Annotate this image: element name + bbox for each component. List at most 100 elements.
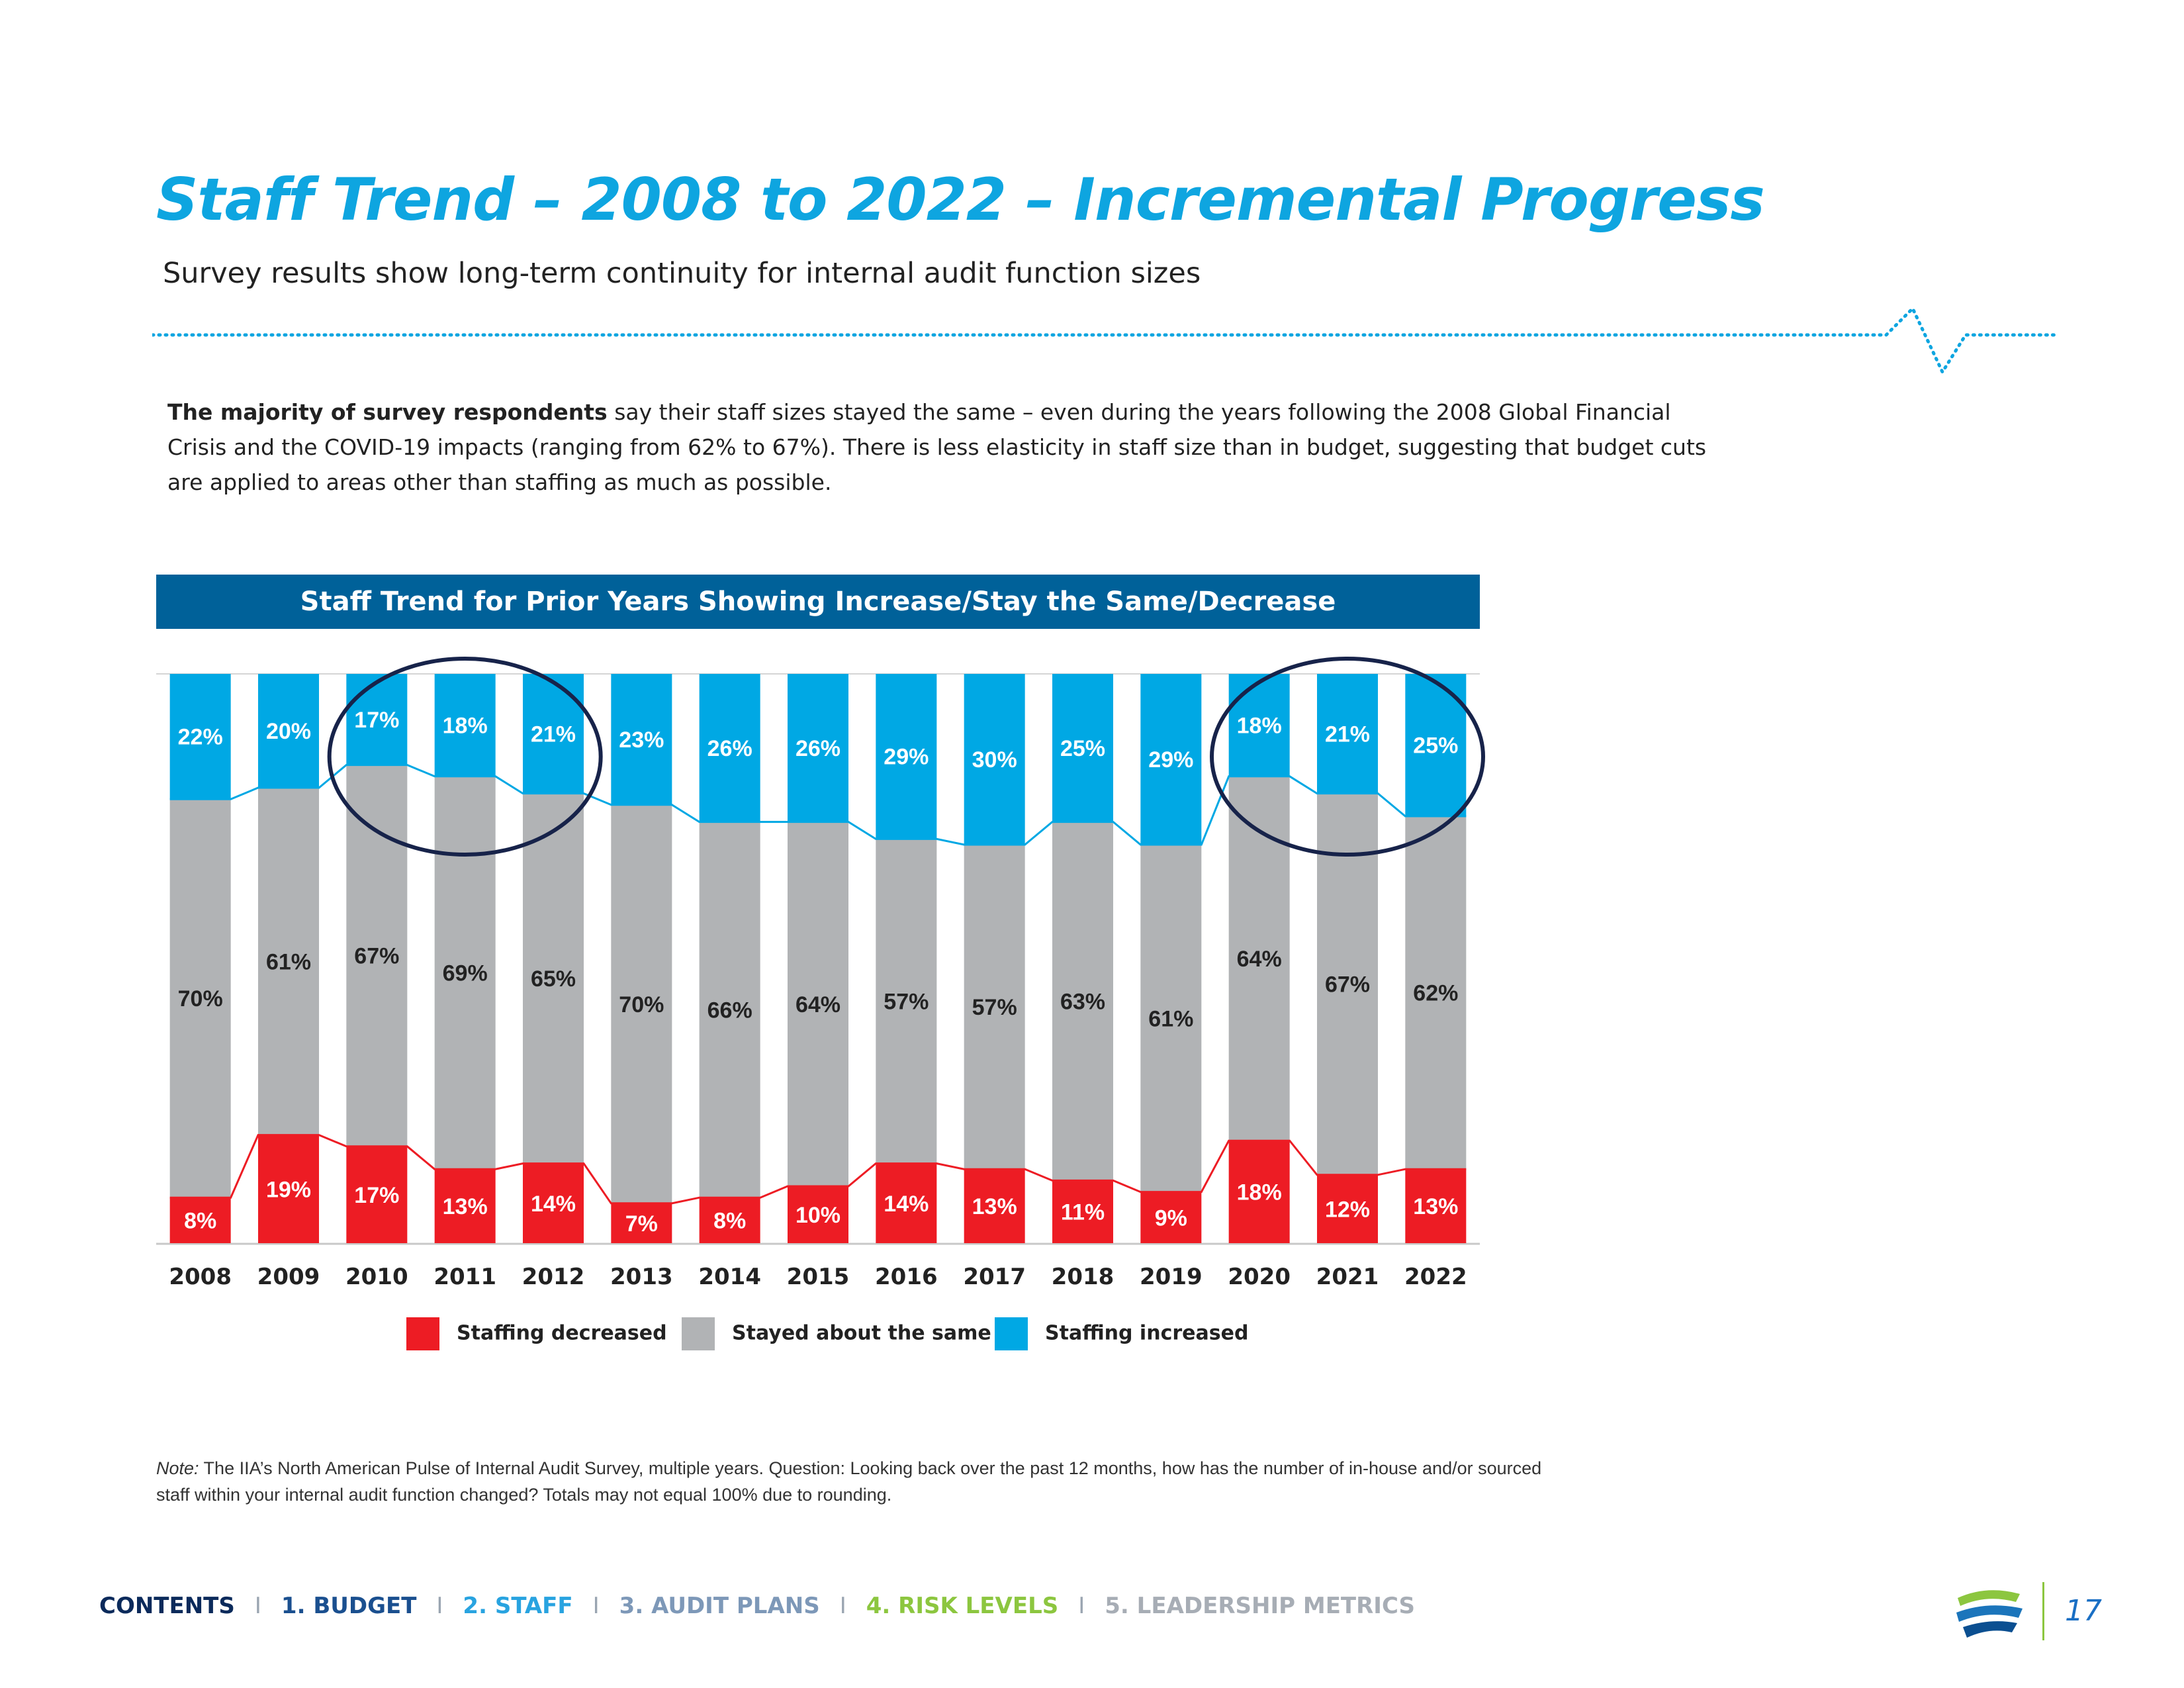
bar-decreased	[258, 1135, 319, 1243]
bar-same	[434, 776, 496, 1170]
bar-increased	[1228, 674, 1290, 776]
bar-same	[1317, 793, 1378, 1175]
nav-separator: I	[254, 1593, 261, 1619]
label-same: 70%	[619, 992, 664, 1017]
label-increased: 25%	[1060, 736, 1105, 761]
label-same: 62%	[1413, 981, 1458, 1006]
bar-decreased	[169, 1197, 231, 1243]
label-decreased: 18%	[1237, 1180, 1282, 1205]
bar-decreased	[523, 1163, 584, 1243]
label-decreased: 11%	[1061, 1200, 1105, 1225]
label-increased: 29%	[884, 745, 929, 770]
label-increased: 17%	[354, 708, 399, 733]
label-same: 57%	[884, 990, 929, 1015]
label-decreased: 13%	[443, 1194, 488, 1219]
label-increased: 26%	[796, 736, 841, 761]
nav-audit-plans[interactable]: 3. AUDIT PLANS	[619, 1593, 820, 1619]
bar-increased	[434, 674, 496, 776]
x-tick-label: 2016	[875, 1264, 938, 1290]
bar-same	[1228, 776, 1290, 1141]
bar-decreased	[1140, 1192, 1202, 1243]
nav-budget[interactable]: 1. BUDGET	[281, 1593, 417, 1619]
bar-same	[699, 821, 760, 1198]
label-same: 67%	[1325, 972, 1370, 998]
label-increased: 21%	[531, 722, 576, 747]
highlight-ellipse	[327, 657, 603, 857]
label-decreased: 19%	[266, 1177, 311, 1202]
bar-decreased	[434, 1169, 496, 1243]
bar-decreased	[1317, 1174, 1378, 1243]
x-tick-label: 2022	[1404, 1264, 1467, 1290]
intro-paragraph: The majority of survey respondents say t…	[167, 395, 1709, 500]
highlight-ellipse	[1210, 657, 1485, 857]
bar-increased	[1052, 674, 1113, 822]
label-decreased: 8%	[184, 1209, 216, 1234]
legend-item-decreased: Staffing decreased	[406, 1317, 667, 1350]
label-increased: 18%	[1237, 713, 1282, 738]
legend-label-decreased: Staffing decreased	[457, 1321, 667, 1345]
bar-same	[523, 793, 584, 1164]
intro-bold: The majority of survey respondents	[167, 399, 608, 425]
label-same: 61%	[1148, 1006, 1193, 1031]
label-increased: 29%	[1148, 747, 1193, 773]
page-subtitle: Survey results show long-term continuity…	[163, 257, 1201, 290]
bar-increased	[876, 674, 937, 839]
label-same: 64%	[1237, 947, 1282, 972]
nav-separator: I	[839, 1593, 846, 1619]
x-tick-label: 2012	[522, 1264, 585, 1290]
bar-increased	[258, 674, 319, 788]
decreased-trend-line	[169, 1134, 1467, 1205]
x-tick-label: 2010	[345, 1264, 408, 1290]
legend-item-increased: Staffing increased	[995, 1317, 1248, 1350]
bar-same	[1140, 845, 1202, 1192]
footer-nav: CONTENTS I 1. BUDGET I 2. STAFF I 3. AUDIT PLA…	[99, 1593, 1415, 1619]
bar-increased	[788, 674, 848, 822]
bar-same	[169, 799, 231, 1198]
bar-same	[876, 839, 937, 1164]
bar-same	[346, 765, 408, 1147]
label-decreased: 14%	[884, 1192, 929, 1217]
label-same: 65%	[531, 966, 576, 992]
bar-increased	[611, 674, 672, 805]
label-decreased: 9%	[1155, 1205, 1187, 1231]
label-increased: 20%	[266, 719, 311, 744]
bar-increased	[1317, 674, 1378, 794]
x-tick-label: 2011	[433, 1264, 496, 1290]
x-tick-label: 2017	[963, 1264, 1026, 1290]
bar-decreased	[346, 1146, 408, 1243]
bar-same	[1405, 816, 1467, 1170]
bar-same	[964, 845, 1025, 1170]
label-decreased: 8%	[713, 1209, 746, 1234]
nav-leadership-metrics[interactable]: 5. LEADERSHIP METRICS	[1105, 1593, 1416, 1619]
chart-title: Staff Trend for Prior Years Showing Incr…	[156, 575, 1480, 629]
legend-label-increased: Staffing increased	[1045, 1321, 1249, 1345]
note-text: The IIA’s North American Pulse of Intern…	[156, 1458, 1542, 1505]
label-same: 61%	[266, 949, 311, 974]
footnote: Note: The IIA’s North American Pulse of …	[156, 1455, 1559, 1508]
x-tick-label: 2013	[610, 1264, 673, 1290]
bar-decreased	[1228, 1141, 1290, 1243]
label-same: 57%	[972, 995, 1017, 1020]
label-decreased: 13%	[1413, 1194, 1458, 1219]
label-increased: 25%	[1413, 733, 1458, 759]
nav-contents[interactable]: CONTENTS	[99, 1593, 235, 1619]
bar-decreased	[964, 1169, 1025, 1243]
note-label: Note:	[156, 1458, 199, 1478]
intro-text: say their staff sizes stayed the same – …	[167, 399, 1707, 495]
bar-decreased	[699, 1197, 760, 1243]
label-decreased: 14%	[531, 1192, 576, 1217]
nav-staff[interactable]: 2. STAFF	[463, 1593, 573, 1619]
legend-label-same: Stayed about the same	[732, 1321, 991, 1345]
label-same: 70%	[178, 986, 223, 1011]
bar-decreased	[1052, 1180, 1113, 1243]
label-same: 63%	[1060, 990, 1105, 1015]
bar-increased	[964, 674, 1025, 845]
legend-item-same: Stayed about the same	[682, 1317, 991, 1350]
bar-decreased	[1405, 1169, 1467, 1243]
x-tick-label: 2019	[1140, 1264, 1203, 1290]
label-increased: 26%	[707, 736, 752, 761]
label-same: 66%	[707, 998, 752, 1023]
nav-separator: I	[436, 1593, 443, 1619]
nav-risk-levels[interactable]: 4. RISK LEVELS	[866, 1593, 1059, 1619]
label-decreased: 13%	[972, 1194, 1017, 1219]
